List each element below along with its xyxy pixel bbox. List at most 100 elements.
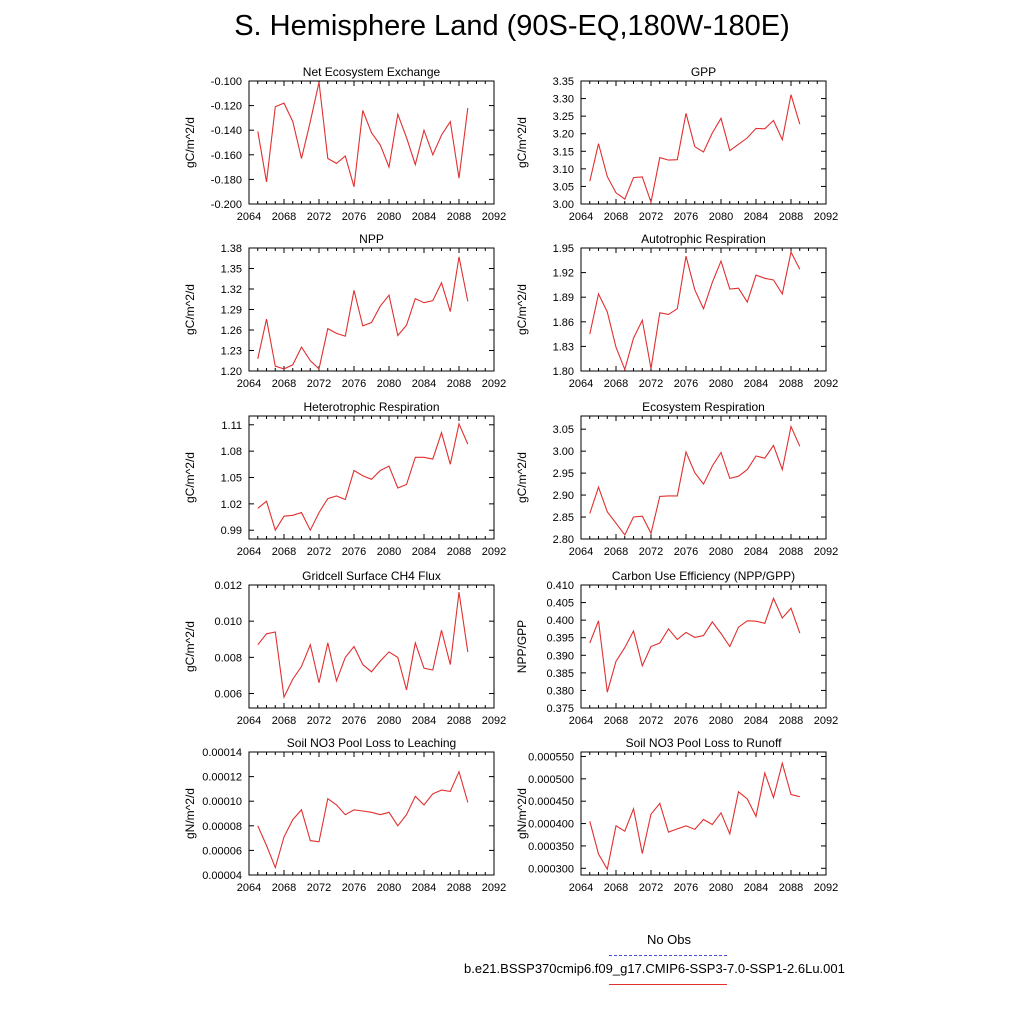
y-tick-label: -0.180 xyxy=(211,174,242,186)
x-tick-label: 2064 xyxy=(237,378,261,390)
y-tick-label: -0.100 xyxy=(211,76,242,88)
x-tick-label: 2064 xyxy=(237,882,261,894)
x-tick-label: 2072 xyxy=(639,378,663,390)
x-tick-label: 2076 xyxy=(342,546,366,558)
y-axis-label: gC/m^2/d xyxy=(515,284,529,335)
legend-case-line xyxy=(609,984,727,985)
x-tick-label: 2080 xyxy=(709,715,733,727)
series-line xyxy=(257,82,469,187)
chart-panel: Soil NO3 Pool Loss to Runoff gN/m^2/d 2064… xyxy=(515,736,838,894)
chart-panel: Net Ecosystem Exchange gC/m^2/d 2064 2068 20… xyxy=(183,65,506,223)
y-tick-label: 0.00008 xyxy=(202,821,242,833)
y-tick-label: 0.405 xyxy=(546,598,574,610)
y-tick-label: 0.00004 xyxy=(202,870,242,882)
panel-title: GPP xyxy=(691,65,716,79)
x-tick-label: 2088 xyxy=(779,546,803,558)
x-tick-label: 2076 xyxy=(342,882,366,894)
x-tick-label: 2076 xyxy=(674,378,698,390)
y-tick-label: 1.80 xyxy=(553,366,574,378)
y-tick-label: 2.80 xyxy=(553,534,574,546)
x-tick-label: 2068 xyxy=(604,715,628,727)
x-tick-label: 2068 xyxy=(272,211,296,223)
y-axis-label: gC/m^2/d xyxy=(515,117,529,168)
series-line xyxy=(257,592,469,699)
x-tick-label: 2092 xyxy=(814,546,838,558)
y-tick-label: 1.26 xyxy=(221,325,242,337)
x-tick-label: 2092 xyxy=(482,378,506,390)
x-tick-label: 2084 xyxy=(412,211,436,223)
x-tick-label: 2068 xyxy=(604,378,628,390)
y-tick-label: 3.10 xyxy=(553,164,574,176)
y-tick-label: 1.05 xyxy=(221,473,242,485)
y-tick-label: 3.35 xyxy=(553,76,574,88)
y-axis-label: gC/m^2/d xyxy=(183,284,197,335)
x-tick-label: 2088 xyxy=(447,546,471,558)
series-line xyxy=(257,256,469,370)
x-tick-label: 2084 xyxy=(744,715,768,727)
y-tick-label: 1.02 xyxy=(221,499,242,511)
legend-obs-label: No Obs xyxy=(646,932,692,947)
y-tick-label: 2.85 xyxy=(553,512,574,524)
x-tick-label: 2084 xyxy=(744,378,768,390)
x-tick-label: 2080 xyxy=(709,211,733,223)
y-tick-label: 0.000500 xyxy=(528,774,574,786)
panel-title: Net Ecosystem Exchange xyxy=(303,65,441,79)
y-tick-label: 3.00 xyxy=(553,199,574,211)
y-tick-label: 0.000450 xyxy=(528,796,574,808)
y-tick-label: -0.120 xyxy=(211,101,242,113)
y-tick-label: 0.010 xyxy=(214,616,242,628)
x-tick-label: 2088 xyxy=(447,378,471,390)
y-tick-label: 0.385 xyxy=(546,668,574,680)
y-tick-label: 0.395 xyxy=(546,633,574,645)
legend-obs-line xyxy=(609,955,727,956)
x-tick-label: 2064 xyxy=(569,715,593,727)
plot-frame xyxy=(248,80,495,205)
y-tick-label: -0.140 xyxy=(211,125,242,137)
y-tick-label: 1.92 xyxy=(553,268,574,280)
series-line xyxy=(589,596,801,693)
x-tick-label: 2084 xyxy=(412,546,436,558)
x-tick-label: 2088 xyxy=(779,211,803,223)
y-tick-label: 0.000300 xyxy=(528,863,574,875)
y-tick-label: -0.200 xyxy=(211,199,242,211)
x-tick-label: 2068 xyxy=(272,882,296,894)
y-tick-label: 1.29 xyxy=(221,305,242,317)
y-tick-label: 3.05 xyxy=(553,181,574,193)
series-line xyxy=(257,422,469,532)
x-tick-label: 2084 xyxy=(744,546,768,558)
x-tick-label: 2084 xyxy=(744,882,768,894)
x-tick-label: 2080 xyxy=(377,546,401,558)
y-axis-label: NPP/GPP xyxy=(515,620,529,673)
chart-panel: GPP gC/m^2/d 2064 2068 2072 2076 2080 2084 2088 2… xyxy=(515,65,838,223)
y-tick-label: 0.400 xyxy=(546,615,574,627)
plot-frame xyxy=(580,80,827,205)
y-tick-label: 0.000550 xyxy=(528,751,574,763)
series-line xyxy=(589,761,800,871)
y-tick-label: 3.05 xyxy=(553,424,574,436)
x-tick-label: 2092 xyxy=(482,882,506,894)
y-tick-label: 0.99 xyxy=(221,525,242,537)
series-line xyxy=(589,94,801,205)
chart-panel: Carbon Use Efficiency (NPP/GPP) NPP/GPP 20… xyxy=(515,569,838,727)
chart-panel: Soil NO3 Pool Loss to Leaching gN/m^2/d 20… xyxy=(183,736,506,894)
y-tick-label: 1.32 xyxy=(221,284,242,296)
x-tick-label: 2092 xyxy=(482,211,506,223)
y-tick-label: 0.00010 xyxy=(202,796,242,808)
x-tick-label: 2064 xyxy=(237,715,261,727)
x-tick-label: 2088 xyxy=(779,378,803,390)
chart-panel: NPP gC/m^2/d 2064 2068 2072 2076 2080 2084 2088 2… xyxy=(183,232,506,390)
x-tick-label: 2064 xyxy=(569,378,593,390)
x-tick-label: 2068 xyxy=(272,546,296,558)
x-tick-label: 2072 xyxy=(639,546,663,558)
x-tick-label: 2072 xyxy=(307,211,331,223)
x-tick-label: 2084 xyxy=(412,378,436,390)
plot-frame xyxy=(248,751,495,876)
y-axis-label: gN/m^2/d xyxy=(183,788,197,839)
y-tick-label: 0.012 xyxy=(214,580,242,592)
y-axis-label: gC/m^2/d xyxy=(515,452,529,503)
y-tick-label: 1.83 xyxy=(553,341,574,353)
y-tick-label: 1.86 xyxy=(553,317,574,329)
panel-title: NPP xyxy=(359,232,384,246)
panel-title: Ecosystem Respiration xyxy=(642,400,765,414)
